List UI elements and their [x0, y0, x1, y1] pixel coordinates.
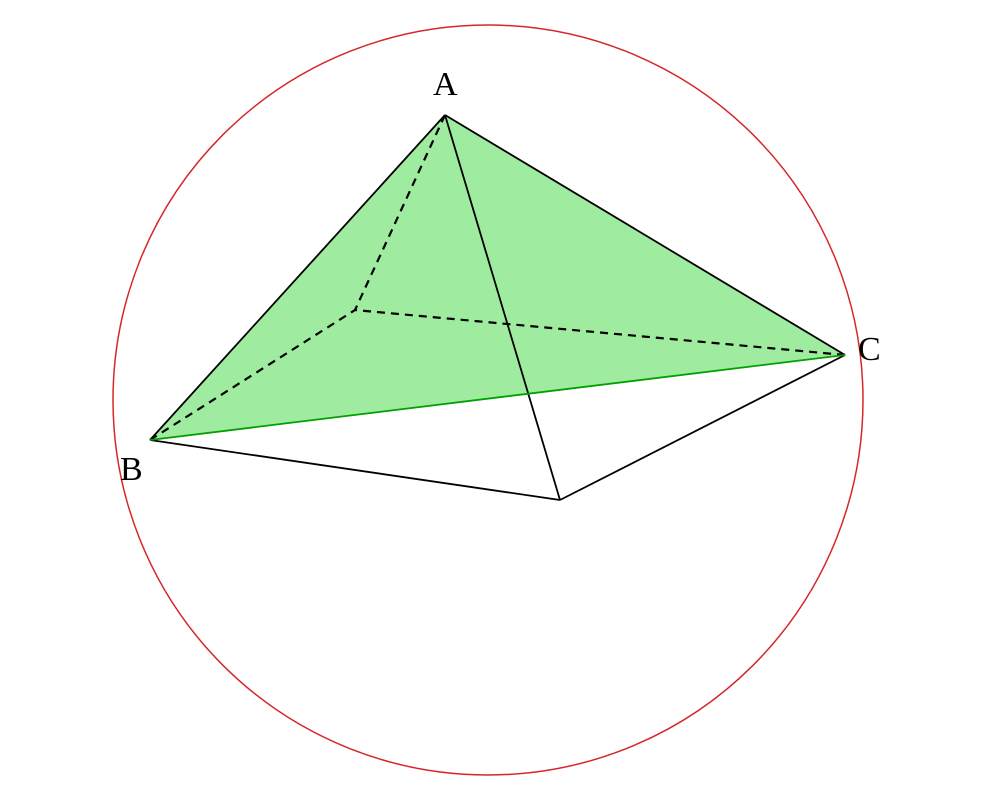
tetrahedron-diagram: A B C [0, 0, 1000, 800]
front-face [150, 115, 845, 440]
label-a: A [433, 66, 458, 103]
label-b: B [120, 451, 143, 488]
label-c: C [858, 331, 881, 368]
edge [150, 440, 560, 500]
